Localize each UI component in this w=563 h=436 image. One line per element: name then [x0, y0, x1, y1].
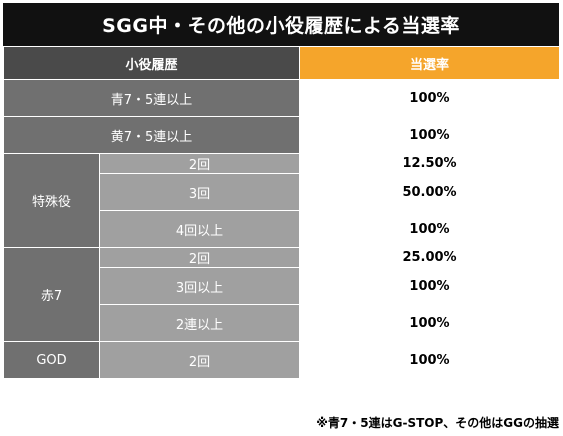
row-rate: 100% [299, 210, 561, 248]
row-label: 青7・5連以上 [2, 79, 301, 117]
table-row: 3回 50.00% [4, 173, 561, 211]
header-history: 小役履歴 [2, 46, 301, 80]
row-rate: 100% [299, 304, 561, 342]
row-rate: 50.00% [299, 173, 561, 211]
footnote: ※青7・5連はG-STOP、その他はGGの抽選 [316, 416, 559, 430]
row-rate: 100% [299, 79, 561, 117]
row-label: 4回以上 [98, 210, 301, 248]
row-label: 2連以上 [98, 304, 301, 342]
table-row: 3回以上 100% [4, 267, 561, 305]
row-rate: 100% [299, 341, 561, 379]
group-label: GOD [3, 341, 100, 379]
table-header-row: 小役履歴 当選率 [2, 46, 561, 80]
row-rate: 100% [299, 116, 561, 154]
row-rate: 25.00% [299, 247, 561, 268]
row-label: 3回 [98, 173, 301, 211]
table-row: 赤7 2回 25.00% [3, 247, 561, 342]
page-title: SGG中・その他の小役履歴による当選率 [3, 3, 559, 46]
row-rate: 100% [299, 267, 561, 305]
header-rate: 当選率 [299, 46, 561, 80]
table-row: GOD 2回 100% [3, 341, 561, 379]
row-label: 2回 [98, 341, 301, 379]
table-row: 青7・5連以上 100% [2, 79, 561, 117]
row-rate: 12.50% [299, 153, 561, 174]
table-row: 2連以上 100% [4, 304, 561, 342]
row-label: 黄7・5連以上 [2, 116, 301, 154]
rate-table: 小役履歴 当選率 青7・5連以上 100% 黄7・5連以上 100% 特殊役 2… [2, 46, 561, 379]
table-row: 黄7・5連以上 100% [2, 116, 561, 154]
row-label: 3回以上 [98, 267, 301, 305]
row-label: 2回 [98, 247, 301, 268]
group-label: 赤7 [3, 247, 100, 342]
row-label: 2回 [98, 153, 301, 174]
table-row: 4回以上 100% [4, 210, 561, 248]
group-label: 特殊役 [3, 153, 100, 248]
table-row: 特殊役 2回 12.50% [3, 153, 561, 248]
